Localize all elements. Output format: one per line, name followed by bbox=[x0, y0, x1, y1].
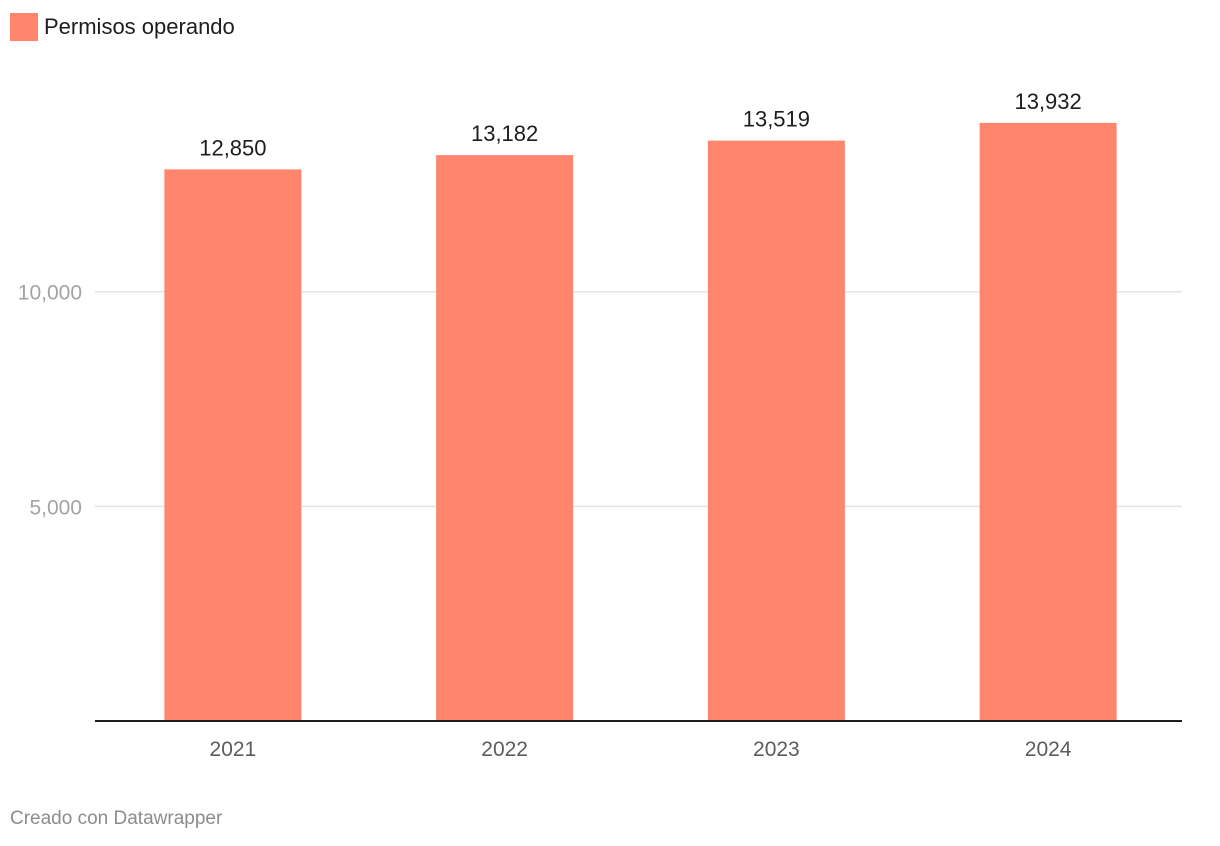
bar-2024 bbox=[979, 122, 1117, 722]
legend-swatch bbox=[10, 13, 38, 41]
legend: Permisos operando bbox=[10, 12, 235, 42]
value-label: 13,519 bbox=[743, 107, 810, 132]
x-tick-label: 2021 bbox=[210, 738, 257, 761]
value-label: 12,850 bbox=[199, 135, 266, 160]
y-tick-label: 5,000 bbox=[29, 496, 82, 519]
value-label: 13,932 bbox=[1014, 89, 1081, 114]
x-tick-label: 2023 bbox=[753, 738, 800, 761]
x-tick-label: 2022 bbox=[481, 738, 528, 761]
value-label: 13,182 bbox=[471, 121, 538, 146]
bar-2022 bbox=[436, 155, 574, 721]
bar-2021 bbox=[164, 169, 302, 722]
legend-label: Permisos operando bbox=[44, 14, 235, 39]
x-tick-label: 2024 bbox=[1025, 738, 1072, 761]
bar-2023 bbox=[707, 140, 845, 721]
y-tick-label: 10,000 bbox=[18, 282, 82, 305]
credit-text: Creado con Datawrapper bbox=[10, 808, 223, 829]
